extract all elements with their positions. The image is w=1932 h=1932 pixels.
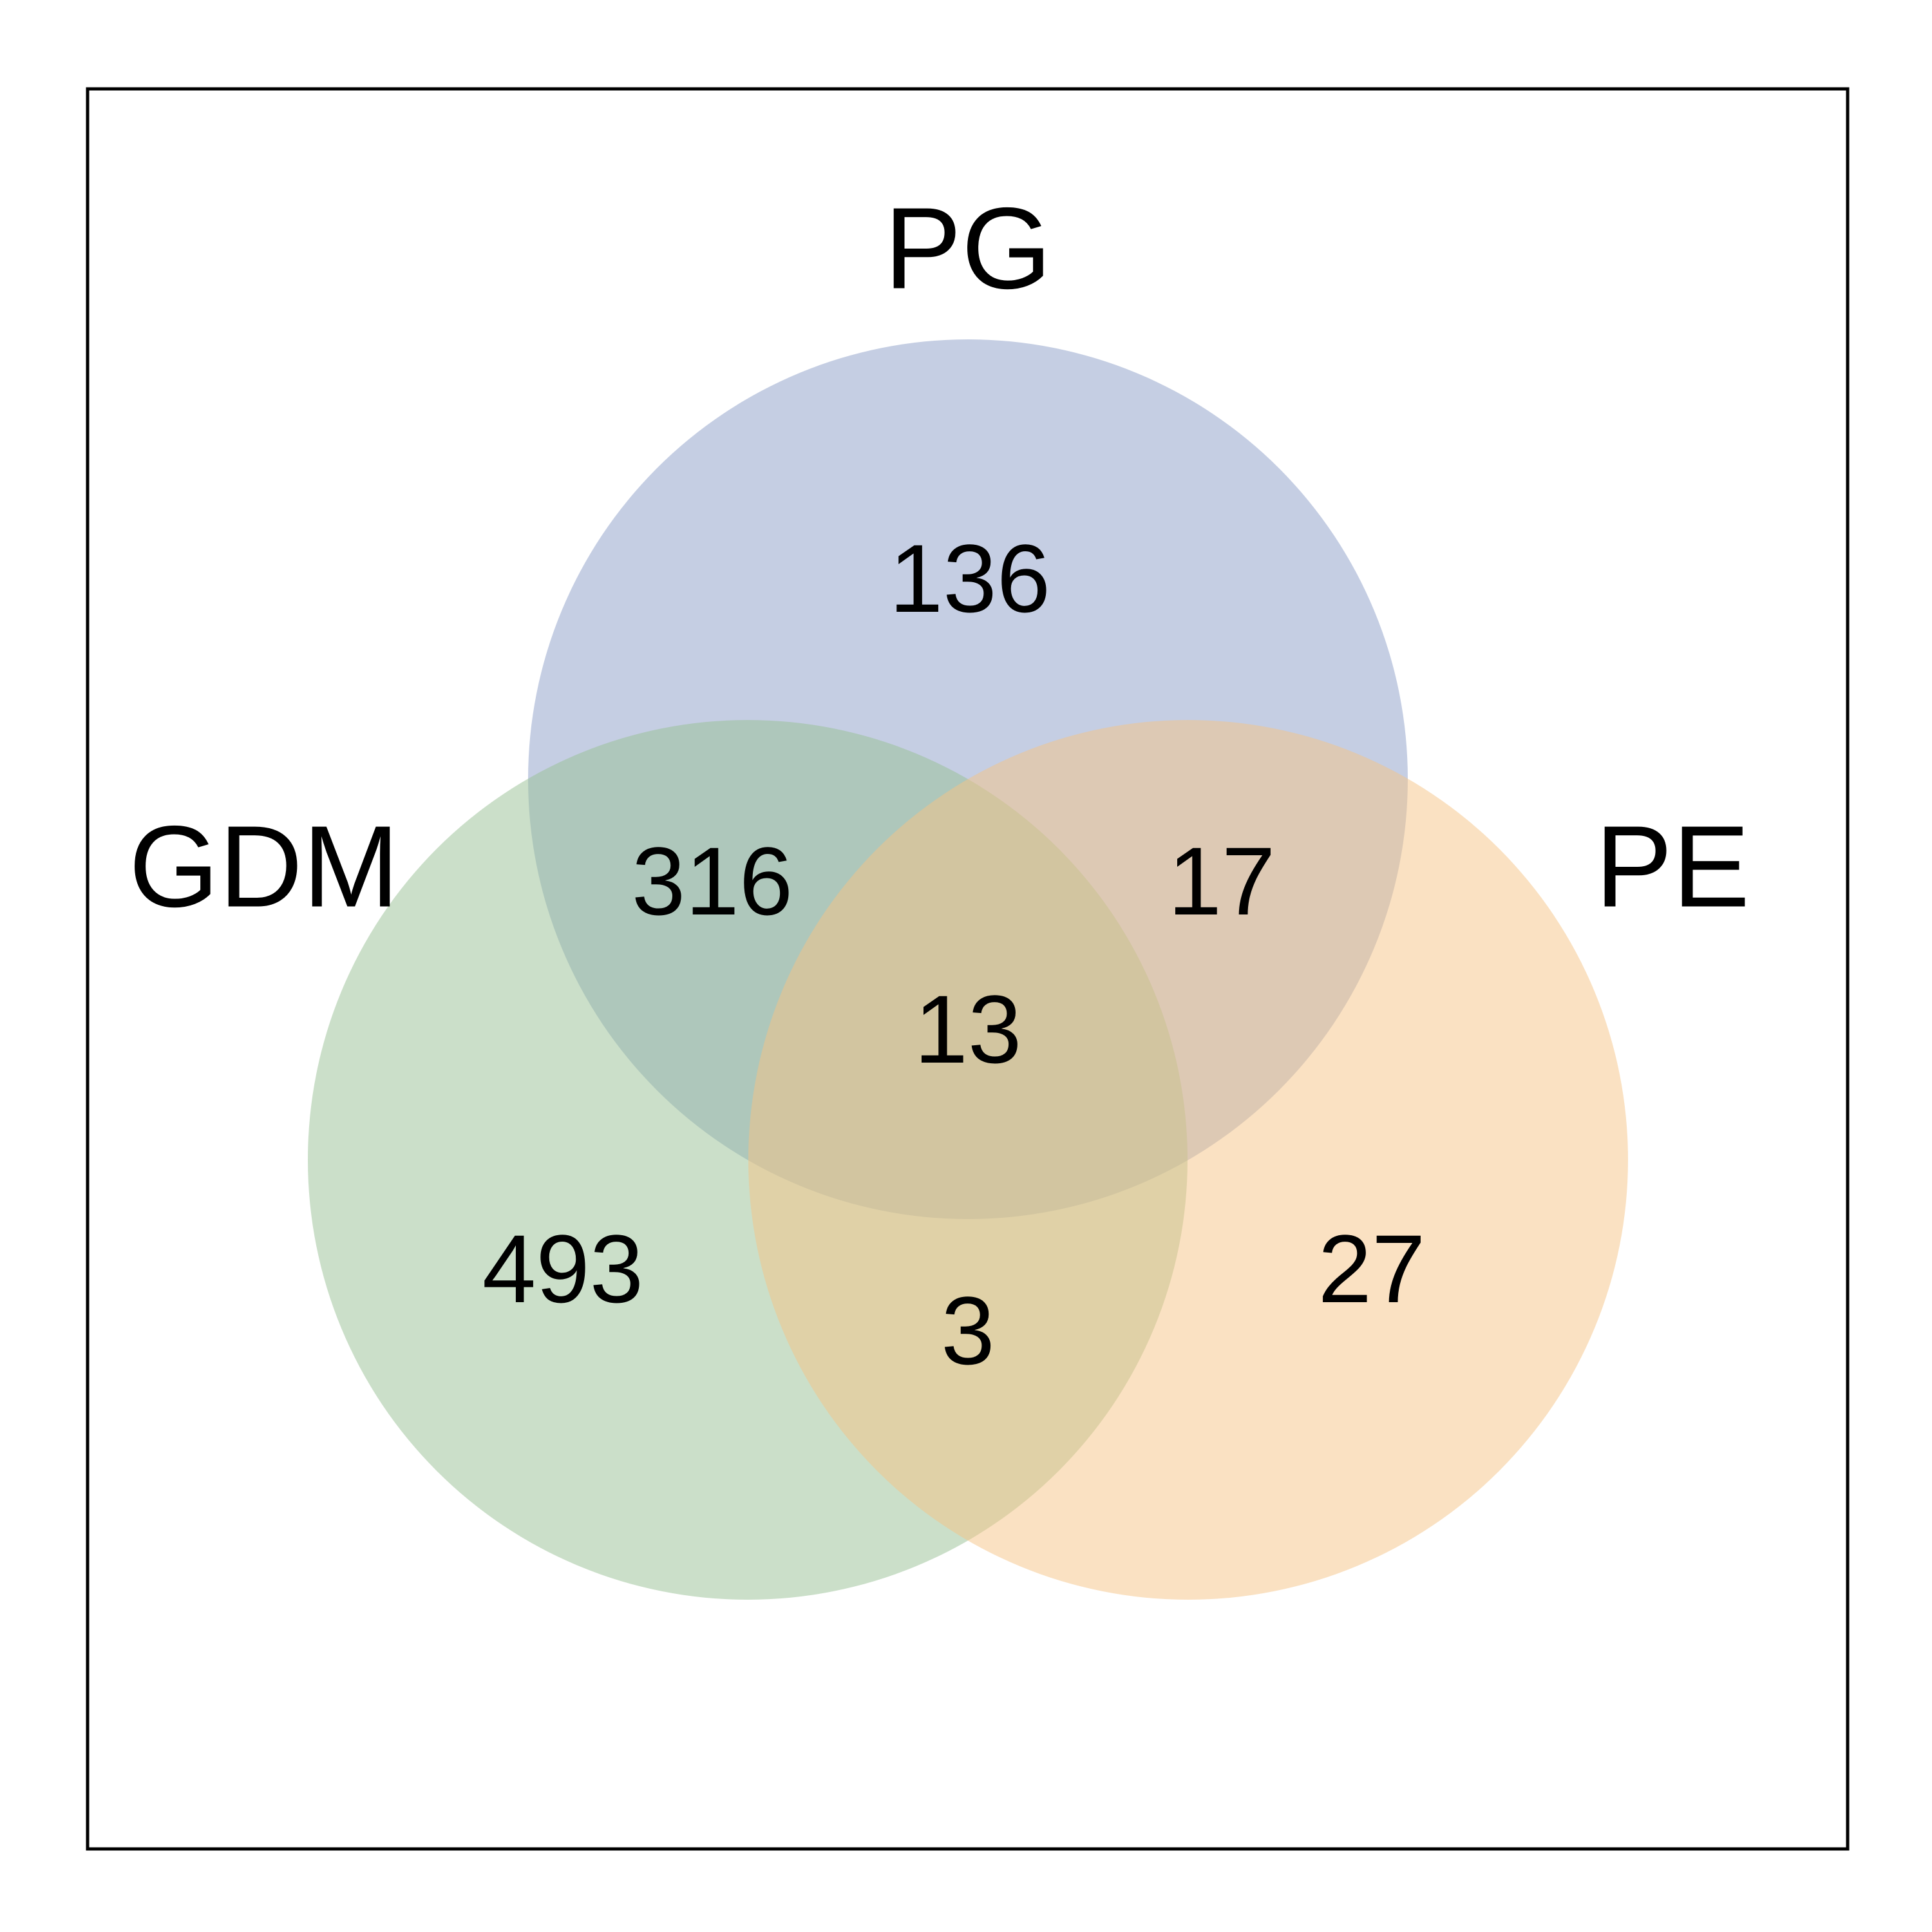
set-label-pg: PG xyxy=(884,184,1052,314)
count-gdm-only: 493 xyxy=(482,1215,643,1323)
count-pg-pe: 17 xyxy=(1168,827,1276,935)
circle-pe xyxy=(748,720,1628,1600)
set-label-pe: PE xyxy=(1595,802,1750,932)
frame-border xyxy=(86,87,1850,1851)
count-pg-only: 136 xyxy=(889,524,1050,632)
set-label-gdm: GDM xyxy=(129,802,399,932)
count-all-three: 13 xyxy=(914,975,1022,1083)
count-gdm-pg: 316 xyxy=(632,827,793,935)
count-pe-only: 27 xyxy=(1318,1215,1426,1323)
count-gdm-pe: 3 xyxy=(941,1276,994,1385)
